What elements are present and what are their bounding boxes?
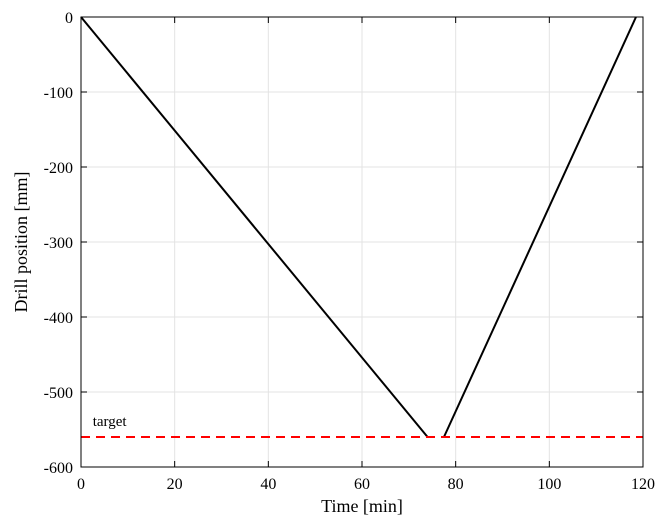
x-tick-label: 120: [631, 476, 655, 493]
x-tick-label: 20: [167, 476, 183, 493]
drill-position-line-0: [80, 16, 429, 438]
annotations: target: [93, 414, 128, 430]
y-tick-label: -500: [44, 385, 73, 402]
x-tick-label: 80: [448, 476, 464, 493]
y-tick-label: -600: [44, 460, 73, 477]
x-tick-label: 0: [77, 476, 85, 493]
grid-lines: [80, 16, 644, 468]
drill-position-line-1: [443, 16, 637, 438]
y-tick-label: -400: [44, 310, 73, 327]
tick-labels: 0 20 40 60 80 100 120 0 -100 -200 -300 -400 -500 -600: [44, 10, 655, 493]
y-tick-label: -100: [44, 85, 73, 102]
x-tick-label: 40: [260, 476, 276, 493]
y-tick-label: 0: [65, 10, 73, 27]
target-annotation: target: [93, 414, 128, 430]
y-tick-label: -200: [44, 160, 73, 177]
x-tick-label: 100: [537, 476, 561, 493]
plot-series: [80, 16, 643, 438]
y-tick-label: -300: [44, 235, 73, 252]
axis-ticks: [80, 16, 644, 468]
x-axis-label: Time [min]: [321, 496, 403, 516]
x-tick-label: 60: [354, 476, 370, 493]
y-axis-label: Drill position [mm]: [11, 172, 31, 313]
